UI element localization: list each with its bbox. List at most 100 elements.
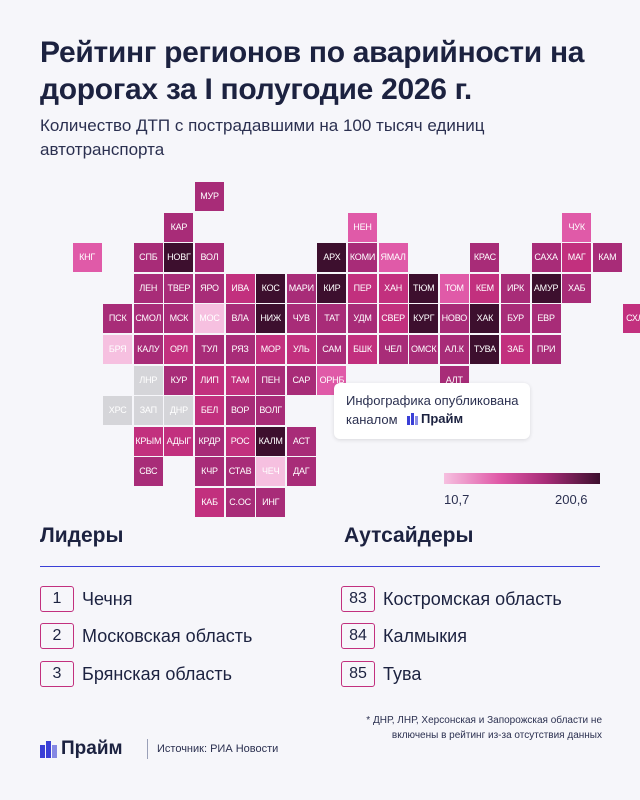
region-tile: МАГ	[562, 243, 592, 273]
region-tile: ЛИП	[195, 365, 224, 395]
region-tile: ЛЕН	[133, 273, 163, 303]
region-tile: АРХ	[317, 243, 347, 273]
region-tile: КОС	[256, 273, 286, 303]
leader-item: 1 Чечня	[40, 586, 132, 612]
legend-min-label: 10,7	[444, 492, 470, 507]
region-tile: УДМ	[348, 304, 377, 334]
callout-brand-name: Прайм	[421, 411, 464, 426]
region-tile: ПЕН	[256, 365, 286, 395]
region-tile: САР	[286, 365, 316, 395]
region-tile-map: МУР КАР НЕН ЧУК КНГ СПБ НОВГ ВОЛ АРХ КОМИ ЯМАЛ КРАС…	[72, 182, 640, 517]
source-label: Источник: РИА Новости	[157, 743, 279, 755]
footer-separator	[147, 739, 148, 759]
region-tile: САХА	[531, 243, 561, 273]
region-tile: ХАК	[470, 304, 500, 334]
region-tile: СХЛН	[623, 304, 640, 334]
region-tile: ЗАБ	[501, 335, 530, 364]
region-tile: ТВЕР	[164, 273, 194, 303]
region-tile: ИВА	[225, 273, 255, 303]
rank-badge: 2	[40, 623, 74, 649]
region-tile: ВОЛГ	[256, 396, 286, 426]
region-tile: КРАС	[470, 243, 500, 273]
region-tile: АСТ	[286, 426, 316, 456]
region-tile: БЕЛ	[195, 396, 224, 426]
rank-badge: 1	[40, 586, 74, 612]
page-title: Рейтинг регионов по аварийности на дорог…	[40, 36, 585, 106]
region-tile: РОС	[225, 426, 255, 456]
region-tile: ТЮМ	[409, 273, 439, 303]
region-tile: НИЖ	[256, 304, 286, 334]
callout-brand[interactable]: Прайм	[407, 411, 463, 426]
region-tile: МАРИ	[286, 273, 316, 303]
region-tile: НОВО	[439, 304, 469, 334]
region-tile: СПБ	[133, 243, 163, 273]
region-tile: ЧУК	[562, 212, 592, 242]
region-tile: ЧУВ	[286, 304, 316, 334]
rank-badge: 3	[40, 661, 74, 687]
region-tile: ЗАП	[133, 396, 163, 426]
region-tile: БШК	[348, 335, 377, 364]
region-tile: ХАН	[378, 273, 408, 303]
region-tile: ОМСК	[409, 335, 439, 364]
region-tile: СВС	[133, 457, 163, 487]
region-tile: ТАМ	[225, 365, 255, 395]
region-tile: С.ОС	[225, 488, 255, 517]
region-tile: ВОЛ	[195, 243, 224, 273]
region-tile: ИНГ	[256, 488, 286, 517]
region-tile: КАР	[164, 212, 194, 242]
region-tile: СВЕР	[378, 304, 408, 334]
region-tile: ПСК	[103, 304, 133, 334]
section-divider	[40, 566, 600, 567]
region-tile: АЛ.К	[439, 335, 469, 364]
region-tile: САМ	[317, 335, 347, 364]
region-tile: СМОЛ	[133, 304, 163, 334]
region-name: Тува	[383, 663, 422, 684]
region-tile: АДЫГ	[164, 426, 194, 456]
region-tile: КРЫМ	[133, 426, 163, 456]
leader-item: 3 Брянская область	[40, 661, 232, 687]
region-tile: ОРЛ	[164, 335, 194, 364]
region-tile: КИР	[317, 273, 347, 303]
region-tile: МОС	[195, 304, 224, 334]
region-tile: КОМИ	[348, 243, 377, 273]
region-tile: МОР	[256, 335, 286, 364]
leader-item: 2 Московская область	[40, 623, 252, 649]
leaders-title: Лидеры	[40, 524, 124, 547]
region-tile: КУР	[164, 365, 194, 395]
region-tile: КРДР	[195, 426, 224, 456]
legend-max-label: 200,6	[555, 492, 588, 507]
region-tile: ПЕР	[348, 273, 377, 303]
outsider-item: 83 Костромская область	[341, 586, 562, 612]
region-tile: ПРИ	[531, 335, 561, 364]
region-tile: ЯРО	[195, 273, 224, 303]
outsider-item: 84 Калмыкия	[341, 623, 467, 649]
region-tile: ХАБ	[562, 273, 592, 303]
region-tile: КНГ	[72, 243, 102, 273]
region-tile: МСК	[164, 304, 194, 334]
region-tile: БРЯ	[103, 335, 133, 364]
footnote: * ДНР, ЛНР, Херсонская и Запорожская обл…	[366, 715, 602, 741]
rank-badge: 83	[341, 586, 375, 612]
publication-callout: Инфографика опубликована каналом Прайм	[334, 383, 530, 439]
region-tile: КАБ	[195, 488, 224, 517]
region-tile: ЧЕЧ	[256, 457, 286, 487]
region-tile: УЛЬ	[286, 335, 316, 364]
region-tile: ВЛА	[225, 304, 255, 334]
region-tile: КАМ	[592, 243, 622, 273]
outsider-item: 85 Тува	[341, 661, 421, 687]
region-name: Калмыкия	[383, 625, 467, 646]
footer-logo[interactable]: Прайм	[40, 738, 123, 760]
region-tile: ТУВА	[470, 335, 500, 364]
region-tile: ЧЕЛ	[378, 335, 408, 364]
region-tile: КАЛМ	[256, 426, 286, 456]
rank-badge: 84	[341, 623, 375, 649]
rank-badge: 85	[341, 661, 375, 687]
region-tile: ДНР	[164, 396, 194, 426]
region-tile: КЕМ	[470, 273, 500, 303]
region-tile: НОВГ	[164, 243, 194, 273]
region-tile: ТОМ	[439, 273, 469, 303]
region-tile: КАЛУ	[133, 335, 163, 364]
region-name: Брянская область	[82, 663, 232, 684]
region-tile: ЕВР	[531, 304, 561, 334]
region-tile: СТАВ	[225, 457, 255, 487]
